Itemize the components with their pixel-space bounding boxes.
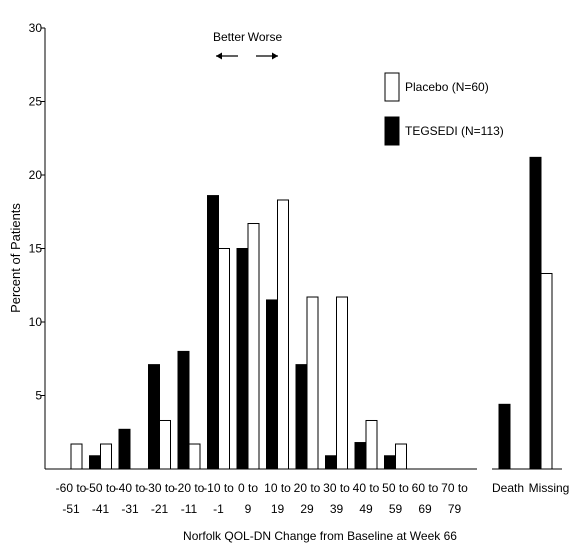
bar-tegsedi <box>498 403 511 470</box>
labels: 5 10 15 20 25 30 -60 to -51 -50 to -41 -40 to -31 -3… <box>29 21 570 516</box>
bar-tegsedi <box>529 156 542 470</box>
bar-tegsedi <box>325 455 337 470</box>
y-tick-label: 10 <box>29 315 43 329</box>
x-tick-label-from: 60 to <box>412 481 439 495</box>
y-tick-label: 20 <box>29 168 43 182</box>
bar-tegsedi <box>266 299 278 470</box>
bar-tegsedi <box>354 442 367 470</box>
y-tick-label: 30 <box>29 21 43 35</box>
bar-tegsedi <box>384 455 396 470</box>
bar-tegsedi <box>295 364 308 470</box>
x-tick-label-from: 70 to <box>441 481 468 495</box>
y-tick-label: 25 <box>29 95 43 109</box>
bar-placebo <box>306 296 319 470</box>
x-tick-label-extra: Death <box>492 481 524 495</box>
x-tick-label-from: 10 to <box>264 481 291 495</box>
bar-tegsedi <box>89 455 101 470</box>
x-tick-label-from: 30 to <box>323 481 350 495</box>
x-tick-label-from: -10 to <box>203 481 234 495</box>
bar-placebo <box>277 199 289 470</box>
x-tick-label-from: 50 to <box>382 481 409 495</box>
bar-placebo <box>336 296 348 470</box>
x-tick-label-to: -51 <box>62 502 80 516</box>
bars <box>70 156 553 470</box>
legend: Placebo (N=60) TEGSEDI (N=113) <box>384 72 504 146</box>
x-tick-label-to: 69 <box>418 502 432 516</box>
x-tick-label-to: 29 <box>300 502 314 516</box>
x-tick-label-from: -20 to <box>174 481 205 495</box>
x-tick-label-to: -1 <box>213 502 224 516</box>
bar-placebo <box>218 248 230 470</box>
better-label: Better <box>213 30 245 44</box>
x-tick-label-to: -41 <box>92 502 110 516</box>
x-tick-label-to: 19 <box>271 502 285 516</box>
bar-placebo <box>395 443 407 470</box>
x-tick-label-from: -60 to <box>56 481 87 495</box>
bar-tegsedi <box>148 364 160 470</box>
worse-label: Worse <box>248 30 283 44</box>
y-axis-title: Percent of Patients <box>8 203 23 313</box>
better-arrow <box>216 52 222 60</box>
y-tick-label: 5 <box>35 389 42 403</box>
x-tick-label-to: 9 <box>245 502 252 516</box>
x-tick-label-to: 59 <box>389 502 403 516</box>
legend-label-placebo: Placebo (N=60) <box>405 80 489 94</box>
bar-placebo <box>365 419 378 470</box>
x-tick-label-to: -31 <box>121 502 139 516</box>
x-tick-label-from: 20 to <box>294 481 321 495</box>
bar-placebo <box>540 272 553 470</box>
legend-swatch-tegsedi <box>384 116 400 146</box>
x-tick-label-from: -30 to <box>144 481 175 495</box>
x-tick-label-from: 0 to <box>238 481 258 495</box>
x-tick-label-to: 39 <box>330 502 344 516</box>
y-tick-label: 15 <box>29 242 43 256</box>
bar-tegsedi <box>207 195 219 470</box>
bar-tegsedi <box>177 350 190 470</box>
x-tick-label-to: -21 <box>151 502 169 516</box>
legend-swatch-placebo <box>384 72 400 102</box>
bar-tegsedi <box>118 428 131 470</box>
x-tick-label-to: -11 <box>181 502 198 516</box>
x-tick-label-from: -50 to <box>85 481 116 495</box>
x-axis-title: Norfolk QOL-DN Change from Baseline at W… <box>183 529 457 543</box>
x-tick-label-extra: Missing <box>529 481 570 495</box>
worse-arrow <box>272 52 278 60</box>
x-tick-label-from: -40 to <box>115 481 146 495</box>
bar-placebo <box>247 223 260 470</box>
x-tick-label-to: 49 <box>359 502 373 516</box>
x-tick-label-from: 40 to <box>353 481 380 495</box>
bar-placebo <box>70 443 83 470</box>
bar-placebo <box>159 419 171 470</box>
legend-label-tegsedi: TEGSEDI (N=113) <box>405 124 504 138</box>
bar-placebo <box>100 443 112 470</box>
bar-placebo <box>188 443 201 470</box>
x-tick-label-to: 79 <box>448 502 462 516</box>
bar-tegsedi <box>236 248 249 470</box>
